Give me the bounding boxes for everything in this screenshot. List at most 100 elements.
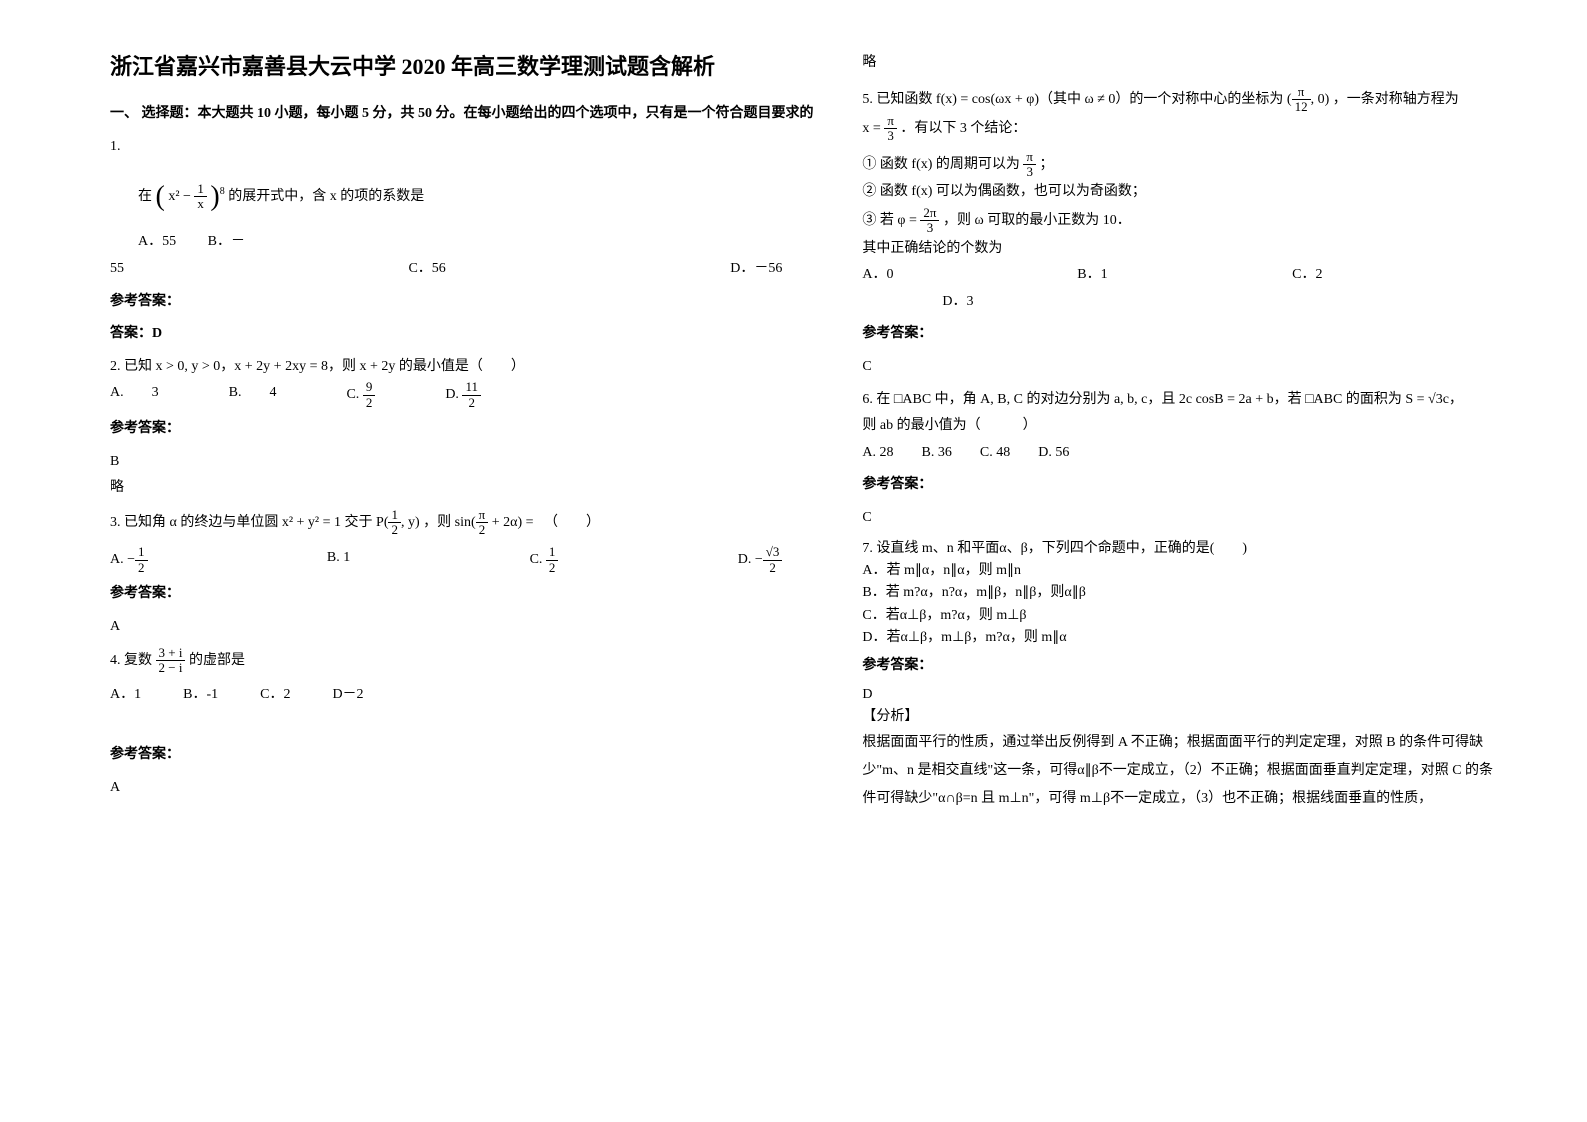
q2-note: 略 xyxy=(110,475,822,502)
q5-line2pre: x = xyxy=(862,121,880,136)
q3-Ppre: P( xyxy=(376,515,388,530)
q7-ans: D xyxy=(862,684,1507,706)
q3-Pn: 1 xyxy=(388,508,401,523)
q6-line2: 则 ab 的最小值为（ ） xyxy=(862,413,1507,440)
q3-ans: A xyxy=(110,614,822,641)
q7-optB: B．若 m?α，n?α，m∥β，n∥β，则α∥β xyxy=(862,582,1507,604)
q1-optBpre: B．－ xyxy=(208,234,245,249)
q1-frac-n: 1 xyxy=(194,182,207,197)
q3-stem2: ，则 xyxy=(423,515,455,530)
q2-optA: A. 3 xyxy=(110,380,159,410)
q2-ans: B xyxy=(110,449,822,476)
q4-ans: A xyxy=(110,775,822,802)
q7-analysis-head: 【分析】 xyxy=(862,706,1507,728)
q1-optC: C．56 xyxy=(408,256,445,283)
q3-stem1: 3. 已知角 α 的终边与单位圆 x² + y² = 1 交于 xyxy=(110,515,376,530)
q6-ans-label: 参考答案： xyxy=(862,472,1507,499)
q5-st2: ② 函数 f(x) 可以为偶函数，也可以为奇函数； xyxy=(862,179,1507,206)
q4-opts: A．1 B．-1 C．2 D－2 xyxy=(110,682,822,709)
q1-suffix: 的展开式中，含 x 的项的系数是 xyxy=(228,189,424,204)
q6: 6. 在 □ABC 中，角 A, B, C 的对边分别为 a, b, c，且 2… xyxy=(862,387,1507,532)
q6-line1: 6. 在 □ABC 中，角 A, B, C 的对边分别为 a, b, c，且 2… xyxy=(862,387,1507,414)
q3-optA-n: 1 xyxy=(135,545,148,560)
q6-ans: C xyxy=(862,505,1507,532)
q3-optC-d: 2 xyxy=(546,561,559,575)
q3-sinpre: sin( xyxy=(455,515,476,530)
q1-expr: ( x² − 1x )8 xyxy=(156,170,225,223)
q2: 2. 已知 x > 0, y > 0，x + 2y + 2xy = 8，则 x … xyxy=(110,354,822,502)
q3-optC-n: 1 xyxy=(546,545,559,560)
q3-sinsuf: + 2α) = xyxy=(488,515,533,530)
q5-st3d: 3 xyxy=(920,221,939,235)
q3-Psuf: , y) xyxy=(401,515,420,530)
q1-optA: A．55 xyxy=(138,234,176,249)
q4-pre: 4. 复数 xyxy=(110,653,152,668)
q2-optD-n: 11 xyxy=(462,380,481,395)
q3-optA-pre: A. xyxy=(110,552,124,567)
q1-ans: 答案：D xyxy=(110,321,822,348)
q3-optC-pre: C. xyxy=(530,552,543,567)
q5-st3pre: ③ 若 φ = xyxy=(862,213,916,228)
q2-ans-label: 参考答案： xyxy=(110,416,822,443)
q2-optD-pre: D. xyxy=(445,387,459,402)
q3-Pd: 2 xyxy=(388,523,401,537)
q7-analysis1: 根据面面平行的性质，通过举出反例得到 A 不正确；根据面面平行的判定定理，对照 … xyxy=(862,729,1507,813)
q3-optD-d: 2 xyxy=(763,561,783,575)
q2-stem: 2. 已知 x > 0, y > 0，x + 2y + 2xy = 8，则 x … xyxy=(110,354,822,381)
q5-coord-suf: , 0) xyxy=(1311,92,1330,107)
q3-optA-d: 2 xyxy=(135,561,148,575)
q5-st1pre: ① 函数 f(x) 的周期可以为 xyxy=(862,157,1020,172)
q5-coord-d: 12 xyxy=(1292,100,1311,114)
q5-l2n: π xyxy=(884,114,897,129)
page-title: 浙江省嘉兴市嘉善县大云中学 2020 年高三数学理测试题含解析 xyxy=(110,50,822,83)
q7-ans-label: 参考答案： xyxy=(862,655,1507,677)
q5-optD: D．3 xyxy=(942,289,1507,316)
q5-st1suf: ； xyxy=(1040,157,1054,172)
q1-prefix: 在 xyxy=(138,189,152,204)
q4-ans-label: 参考答案： xyxy=(110,742,822,769)
q3-optA-sign: − xyxy=(127,552,135,567)
q5-line2suf: ．有以下 3 个结论： xyxy=(900,121,1026,136)
q4-d: 2 − i xyxy=(156,661,186,675)
section-1-head: 一、 选择题：本大题共 10 小题，每小题 5 分，共 50 分。在每小题给出的… xyxy=(110,101,822,128)
q2-optB: B. 4 xyxy=(229,380,277,410)
lue-top: 略 xyxy=(862,50,1507,77)
q2-optC-pre: C. xyxy=(346,387,359,402)
q1-frac-d: x xyxy=(194,197,207,211)
q4-n: 3 + i xyxy=(156,646,186,661)
q2-optC-n: 9 xyxy=(363,380,376,395)
q5-line1a: 5. 已知函数 f(x) = cos(ωx + φ)（其中 ω ≠ 0）的一个对… xyxy=(862,92,1283,107)
q5-coord-n: π xyxy=(1292,85,1311,100)
q1: 1. 在 ( x² − 1x )8 的展开式中，含 x 的项的系数是 A．55 … xyxy=(110,134,822,348)
q1-pow: 8 xyxy=(220,186,225,197)
q1-opt55: 55 xyxy=(110,256,124,283)
q5-ans: C xyxy=(862,354,1507,381)
q7: 7. 设直线 m、n 和平面α、β，下列四个命题中，正确的是( ) A．若 m∥… xyxy=(862,538,1507,813)
q1-ans-label: 参考答案： xyxy=(110,289,822,316)
q7-optD: D．若α⊥β，m⊥β，m?α，则 m∥α xyxy=(862,627,1507,649)
q4-suf: 的虚部是 xyxy=(189,653,245,668)
q3: 3. 已知角 α 的终边与单位圆 x² + y² = 1 交于 P(12, y)… xyxy=(110,508,822,640)
q5-st3suf: ，则 ω 可取的最小正数为 10． xyxy=(943,213,1131,228)
q1-expr-base: x² − xyxy=(168,189,191,204)
q7-optA: A．若 m∥α，n∥α，则 m∥n xyxy=(862,560,1507,582)
q3-sinn: π xyxy=(476,508,489,523)
q3-ans-label: 参考答案： xyxy=(110,581,822,608)
q3-optD-sign: − xyxy=(755,552,763,567)
q3-optD-n: √3 xyxy=(763,545,783,560)
q6-opts: A. 28 B. 36 C. 48 D. 56 xyxy=(862,440,1507,467)
q2-optD-d: 2 xyxy=(462,396,481,410)
q5-optC: C．2 xyxy=(1292,262,1507,289)
q2-optC-d: 2 xyxy=(363,396,376,410)
q3-tail: （ ） xyxy=(537,515,600,530)
q5-line1b: ，一条对称轴方程为 xyxy=(1333,92,1459,107)
q5-st1n: π xyxy=(1023,150,1036,165)
q5-st3n: 2π xyxy=(920,206,939,221)
q5-line3: 其中正确结论的个数为 xyxy=(862,236,1507,263)
q4: 4. 复数 3 + i2 − i 的虚部是 A．1 B．-1 C．2 D－2 参… xyxy=(110,646,822,801)
q3-optD-pre: D. xyxy=(738,552,752,567)
q5-l2d: 3 xyxy=(884,129,897,143)
q5-optB: B．1 xyxy=(1077,262,1292,289)
q7-optC: C．若α⊥β，m?α，则 m⊥β xyxy=(862,605,1507,627)
q5-optA: A．0 xyxy=(862,262,1077,289)
